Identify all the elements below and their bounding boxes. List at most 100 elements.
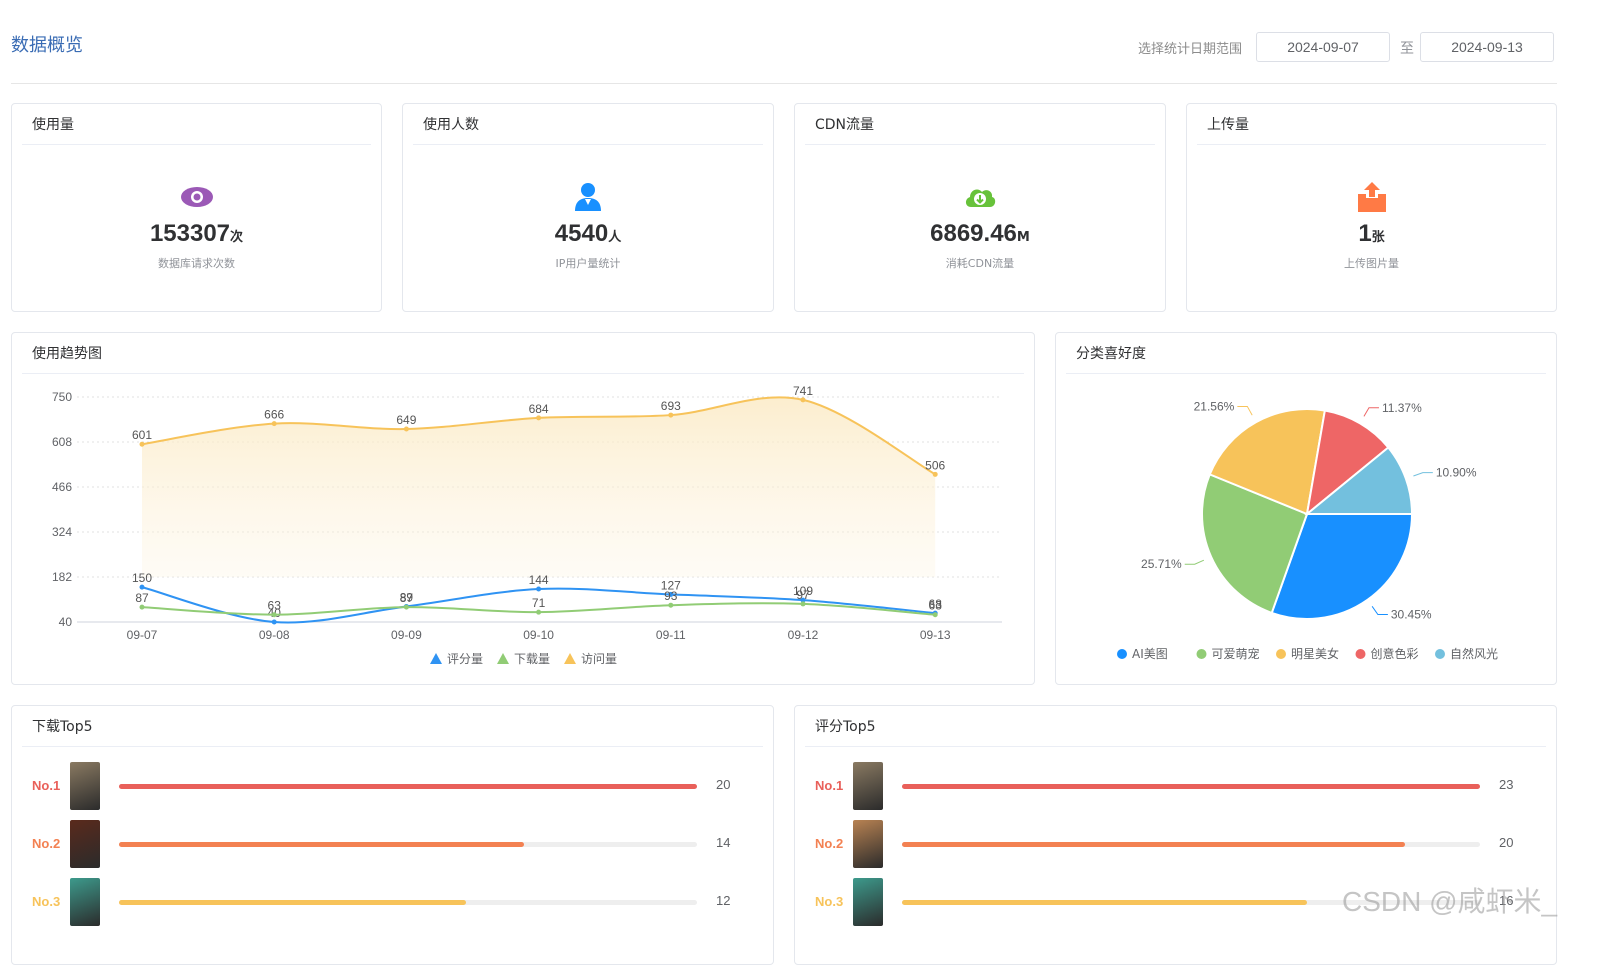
card-title: CDN流量 [805,104,1155,145]
pie-label-line [1363,407,1379,417]
end-date-input[interactable]: 2024-09-13 [1420,32,1554,62]
y-tick-label: 324 [52,525,72,539]
data-point [139,441,145,447]
pie-label-line [1413,472,1433,477]
x-tick-label: 09-07 [127,628,158,642]
thumbnail-image[interactable] [70,820,100,868]
legend-dot-icon [1196,649,1207,659]
legend-triangle-icon [430,653,442,664]
thumbnail-image[interactable] [853,820,883,868]
rank-progress-track [902,900,1480,905]
pie-slice [1305,409,1390,517]
data-point [271,421,277,427]
card-title: 上传量 [1197,104,1546,145]
data-label: 63 [268,599,282,613]
data-point [139,584,145,590]
data-point [800,397,806,403]
x-tick-label: 09-13 [920,628,951,642]
rank-number: No.1 [32,778,61,793]
pie-legend-item: 可爱萌宠 [1196,646,1260,661]
legend-dot-icon [1117,649,1127,659]
legend-label: 明星美女 [1291,646,1339,661]
thumbnail-image[interactable] [70,878,100,926]
legend-item: 访问量 [564,652,617,666]
y-tick-label: 608 [52,435,72,449]
card-title: 分类喜好度 [1066,333,1546,374]
rank-number: No.2 [32,836,61,851]
data-point [271,612,277,618]
pie-slice [1270,513,1414,620]
trend-line-chart: 40 182 324 466 608 750 09-07 09-08 09-09 09-10 09-… [52,384,1002,666]
upload-icon [1357,182,1386,212]
rank-value: 23 [1499,777,1514,792]
data-label: 68 [929,597,943,611]
rank-value: 20 [1499,835,1514,850]
stat-unit: 次 [230,230,244,245]
ratings-top5-card: 评分Top5 No.1 23 No.2 20 No.3 16 [794,705,1557,965]
legend-label: 评分量 [447,652,483,666]
pie-percent-label: 21.56% [1194,399,1235,413]
legend-item: 下载量 [497,652,550,666]
data-point [800,597,806,603]
data-point [403,426,409,432]
stat-value: 4540 [554,220,609,247]
rank-row[interactable]: No.2 14 [12,820,773,870]
stat-card-users: 使用人数 4540人 IP用户量统计 [402,103,774,312]
rank-row[interactable]: No.2 20 [795,820,1556,870]
y-tick-label: 750 [52,390,72,404]
legend-label: 自然风光 [1450,646,1498,661]
data-label: 150 [132,571,152,585]
page-title: 数据概览 [11,35,83,56]
stat-card-cdn: CDN流量 6869.46M 消耗CDN流量 [794,103,1166,312]
data-point [932,612,938,618]
cloud-download-icon [965,189,996,207]
legend-dot-icon [1435,649,1445,659]
rank-progress-bar [119,900,466,905]
stat-unit: 张 [1371,230,1385,245]
start-date-input[interactable]: 2024-09-07 [1256,32,1390,62]
rank-number: No.1 [815,778,844,793]
pie-percent-label: 30.45% [1391,608,1432,622]
card-title: 使用人数 [413,104,763,145]
data-point [271,619,277,625]
data-point [668,591,674,597]
data-label: 506 [925,458,945,472]
data-point [668,602,674,608]
pie-label-line [1371,606,1388,616]
data-label: 649 [396,413,416,427]
pie-legend-item: AI美图 [1117,647,1168,661]
downloads-top5-card: 下载Top5 No.1 20 No.2 14 No.3 12 [11,705,774,965]
legend-label: 下载量 [514,652,550,666]
stat-description: 上传图片量 [1344,257,1399,270]
thumbnail-image[interactable] [853,878,883,926]
pie-label-line [1237,405,1253,416]
data-label: 89 [400,590,414,604]
thumbnail-image[interactable] [853,762,883,810]
data-label: 87 [135,591,149,605]
date-separator: 至 [1400,41,1414,57]
pie-legend-item: 明星美女 [1276,646,1339,661]
pie-legend-item: 自然风光 [1435,646,1498,661]
rank-progress-track [119,842,697,847]
data-label: 666 [264,408,284,422]
legend-triangle-icon [497,653,509,664]
date-range-label: 选择统计日期范围 [1138,42,1243,57]
stat-unit: 人 [608,230,622,245]
data-label: 601 [132,428,152,442]
rank-row[interactable]: No.1 20 [12,762,773,812]
rank-row[interactable]: No.3 12 [12,878,773,928]
stat-description: 数据库请求次数 [158,257,235,270]
legend-dot-icon [1276,649,1286,659]
data-label: 63 [929,599,943,613]
rank-progress-track [119,900,697,905]
pie-percent-label: 11.37% [1382,401,1422,415]
legend-label: 创意色彩 [1371,646,1419,661]
rank-row[interactable]: No.3 16 [795,878,1556,928]
data-point [932,471,938,477]
legend-item: 评分量 [430,652,483,666]
rank-row[interactable]: No.1 23 [795,762,1556,812]
data-point [536,415,542,421]
thumbnail-image[interactable] [70,762,100,810]
rank-progress-track [902,842,1480,847]
y-tick-label: 182 [52,570,72,584]
